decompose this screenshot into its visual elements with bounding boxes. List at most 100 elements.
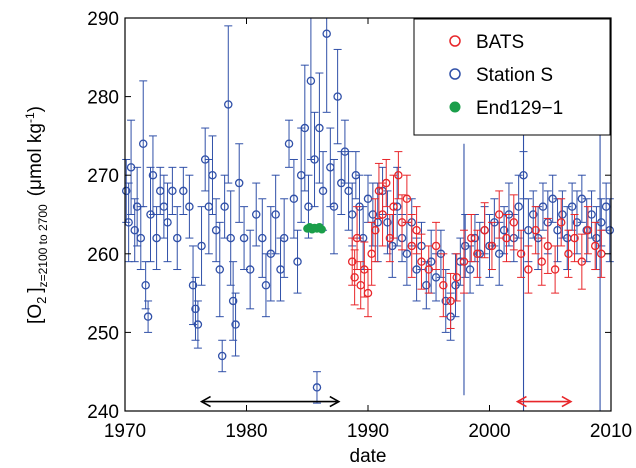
data-point <box>289 194 299 204</box>
y-label-units-sup: -1 <box>23 112 37 123</box>
arrow-head-left <box>515 395 527 408</box>
data-point <box>352 233 362 243</box>
data-point <box>228 296 238 306</box>
data-point <box>567 202 577 211</box>
data-point <box>592 233 601 243</box>
data-point <box>564 249 573 259</box>
data-point <box>452 273 461 282</box>
tick-layer: 1970 1980 1990 2000 2010 240 250 260 270 280 290 <box>87 9 632 442</box>
legend-marker-station-s <box>449 68 461 80</box>
data-point <box>329 202 339 211</box>
double-arrow-1 <box>515 395 573 408</box>
data-point <box>417 257 426 266</box>
y-tick-label: 240 <box>87 402 119 423</box>
data-point <box>556 218 566 227</box>
x-tick-label: 1970 <box>104 421 146 442</box>
legend-label-bats: BATS <box>476 32 524 53</box>
data-point <box>179 186 188 196</box>
data-point <box>185 202 194 211</box>
data-point <box>251 210 261 219</box>
data-point <box>570 233 579 243</box>
data-point <box>412 225 421 235</box>
data-point <box>499 225 509 235</box>
data-point <box>193 320 203 329</box>
x-axis-label: date <box>350 446 387 467</box>
data-point <box>168 186 177 196</box>
data-point <box>371 225 380 235</box>
data-point <box>317 225 326 234</box>
data-point <box>426 257 436 266</box>
data-point <box>537 257 546 266</box>
data-point <box>226 233 235 243</box>
data-point <box>583 225 593 235</box>
data-point <box>383 218 392 227</box>
data-point <box>431 241 441 251</box>
arrow-head-right <box>329 395 341 408</box>
data-point <box>215 265 225 274</box>
data-point <box>163 218 172 227</box>
data-point <box>516 249 526 259</box>
data-point <box>322 29 331 38</box>
annotation-layer <box>199 395 573 408</box>
data-point <box>394 170 403 180</box>
series-0 <box>347 151 606 329</box>
y-axis-label: [O2]z=2100 to 2700 (μmol kg-1) <box>23 106 50 324</box>
y-tick-label: 270 <box>87 166 119 187</box>
x-tick-label: 2010 <box>590 421 632 442</box>
data-point <box>350 273 359 282</box>
data-point <box>208 170 217 180</box>
data-point <box>261 280 271 290</box>
y-tick-label: 250 <box>87 323 119 344</box>
legend: BATS Station S End129−1 <box>413 18 611 136</box>
x-tick-label: 2000 <box>468 421 510 442</box>
data-point <box>143 312 153 321</box>
data-point <box>368 210 378 219</box>
y-label-sub1: 2 <box>34 297 49 304</box>
data-point <box>191 304 200 314</box>
data-point <box>271 210 280 219</box>
legend-box <box>413 18 611 136</box>
data-point <box>258 233 267 243</box>
y-label-units-post: ) <box>25 106 46 112</box>
y-label-units-pre: (μmol kg <box>25 123 46 196</box>
data-point <box>467 233 476 243</box>
data-point <box>284 139 294 149</box>
x-tick-label: 1980 <box>225 421 267 442</box>
data-point <box>141 280 150 290</box>
series-2 <box>303 222 326 234</box>
data-point <box>121 186 131 196</box>
data-point <box>318 186 328 196</box>
data-point <box>231 320 240 329</box>
data-point <box>312 383 322 392</box>
data-point <box>502 233 511 243</box>
x-tick-label: 1990 <box>347 421 389 442</box>
data-point <box>188 280 198 290</box>
data-point <box>389 202 398 211</box>
data-point <box>480 225 489 235</box>
legend-label-end129: End129−1 <box>476 98 563 119</box>
y-label-sub2: z=2100 to 2700 <box>36 204 50 287</box>
data-point <box>217 351 227 361</box>
double-arrow-0 <box>199 395 341 408</box>
data-point <box>310 155 319 164</box>
data-point <box>197 241 206 251</box>
data-point <box>172 233 182 243</box>
data-point <box>300 123 310 133</box>
data-point <box>234 178 244 188</box>
data-point <box>347 257 357 266</box>
data-point <box>519 170 528 180</box>
data-point <box>439 280 448 290</box>
arrow-head-right <box>561 395 573 408</box>
data-point <box>279 233 289 243</box>
data-point <box>381 178 391 188</box>
y-tick-label: 260 <box>87 245 119 266</box>
data-point <box>465 265 475 274</box>
legend-marker-bats <box>449 35 461 47</box>
data-point <box>524 265 533 274</box>
data-point <box>509 218 519 227</box>
data-point <box>550 265 560 274</box>
data-point <box>148 170 158 180</box>
data-point <box>487 241 497 251</box>
data-point <box>597 249 606 259</box>
